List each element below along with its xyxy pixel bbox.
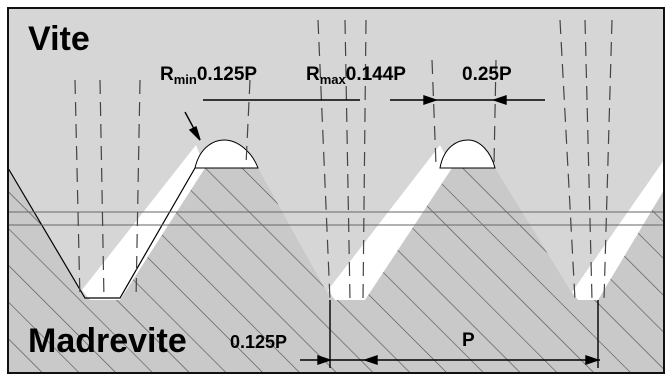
r-max-sub: max [319,72,346,87]
dimension-lines [184,95,601,368]
r-max-label: Rmax0.144P [306,64,406,87]
nut-region [8,168,664,373]
clearance-gap [82,145,664,300]
r-min-prefix: R [160,64,174,85]
r-max-value: 0.144P [345,64,406,85]
nut-label: Madrevite [28,322,187,360]
r-min-label: Rmin0.125P [160,64,257,87]
outer-border [7,7,665,374]
crest-cap-1 [194,139,259,169]
screw-profile [8,167,196,299]
r-min-value: 0.125P [196,64,258,85]
construction-lines [74,19,613,301]
crest-width-label: 0.25P [462,64,512,85]
pitch-label: P [462,330,475,351]
root-width-label: 0.125P [230,332,288,352]
screw-label: Vite [28,20,90,58]
crest-cap-2 [439,139,496,169]
r-max-prefix: R [306,64,320,85]
r-min-sub: min [173,72,197,87]
